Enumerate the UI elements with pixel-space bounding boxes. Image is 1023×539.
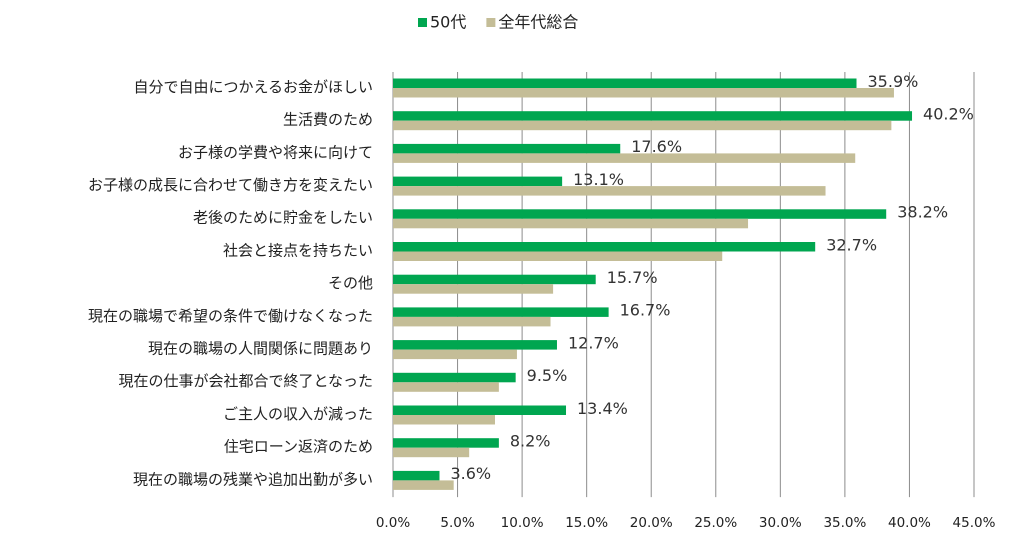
bar-all-ages: [393, 284, 554, 294]
bar-all-ages: [393, 349, 517, 360]
data-label: 13.4%: [577, 399, 628, 418]
category-label: 現在の職場の人間関係に問題あり: [148, 339, 373, 357]
category-label: 自分で自由につかえるお金がほしい: [133, 78, 373, 96]
data-label: 16.7%: [620, 301, 671, 320]
data-label: 3.6%: [450, 464, 491, 483]
bar-50s: [393, 438, 499, 448]
data-label: 17.6%: [631, 137, 682, 156]
bar-all-ages: [393, 88, 894, 98]
bar-all-ages: [393, 186, 826, 196]
x-tick-label: 30.0%: [759, 515, 802, 531]
category-label: 現在の職場の残業や追加出勤が多い: [133, 470, 373, 488]
bar-50s: [393, 274, 596, 285]
data-label: 32.7%: [826, 235, 877, 254]
bar-50s: [393, 405, 567, 415]
data-label: 38.2%: [897, 203, 948, 222]
x-tick-label: 45.0%: [953, 515, 996, 531]
bars: [393, 78, 913, 490]
legend-swatch-50s: [418, 18, 427, 27]
category-label: 現在の仕事が会社都合で終了となった: [118, 372, 373, 390]
bar-50s: [393, 143, 621, 154]
bar-all-ages: [393, 415, 495, 425]
bar-50s: [393, 111, 913, 121]
x-tick-label: 35.0%: [823, 515, 866, 531]
category-label: 老後のために貯金をしたい: [193, 209, 373, 227]
x-tick-label: 20.0%: [630, 515, 673, 531]
legend-swatch-all-ages: [486, 18, 496, 27]
category-labels: 自分で自由につかえるお金がほしい生活費のためお子様の学費や将来に向けてお子様の成…: [88, 78, 373, 488]
data-label: 15.7%: [607, 268, 658, 287]
data-label: 13.1%: [573, 170, 624, 189]
x-tick-label: 0.0%: [376, 515, 410, 531]
bar-50s: [393, 78, 857, 88]
bar-50s: [393, 209, 887, 219]
bar-50s: [393, 176, 563, 187]
legend-label-all-ages: 全年代総合: [498, 13, 578, 32]
bar-all-ages: [393, 153, 856, 163]
category-label: その他: [328, 274, 373, 292]
bar-all-ages: [393, 120, 892, 131]
category-label: 現在の職場で希望の条件で働けなくなった: [88, 307, 373, 325]
bar-all-ages: [393, 382, 499, 392]
data-labels: 35.9%40.2% 17.6% 13.1% 38.2% 32.7% 15.7% 16.7%…: [450, 72, 973, 483]
x-tick-label: 10.0%: [501, 515, 544, 531]
bar-50s: [393, 242, 816, 252]
category-label: ご主人の収入が減った: [223, 405, 373, 423]
bar-all-ages: [393, 316, 551, 327]
data-label: 9.5%: [527, 366, 568, 385]
bar-50s: [393, 372, 516, 383]
bar-50s: [393, 307, 609, 317]
legend: 50代 全年代総合: [418, 13, 578, 32]
bar-all-ages: [393, 218, 749, 229]
x-tick-label: 40.0%: [888, 515, 931, 531]
data-label: 8.2%: [510, 431, 551, 450]
data-label: 12.7%: [568, 333, 619, 352]
data-label: 35.9%: [868, 72, 919, 91]
legend-label-50s: 50代: [430, 13, 466, 32]
data-label: 40.2%: [923, 104, 974, 123]
x-tick-label: 15.0%: [565, 515, 608, 531]
gridlines: [392, 72, 975, 498]
x-tick-label: 25.0%: [694, 515, 737, 531]
bar-50s: [393, 470, 440, 481]
x-tick-label: 5.0%: [440, 515, 474, 531]
bar-all-ages: [393, 480, 454, 490]
x-axis-ticks: 0.0% 5.0% 10.0% 15.0% 20.0% 25.0% 30.0% 35.0% 40…: [376, 515, 996, 531]
bar-50s: [393, 340, 557, 350]
category-label: 住宅ローン返済のため: [224, 438, 373, 456]
bar-all-ages: [393, 251, 723, 261]
category-label: お子様の学費や将来に向けて: [178, 143, 373, 161]
bar-all-ages: [393, 447, 470, 458]
category-label: お子様の成長に合わせて働き方を変えたい: [88, 176, 373, 194]
category-label: 生活費のため: [283, 111, 373, 129]
category-label: 社会と接点を持ちたい: [223, 241, 373, 259]
